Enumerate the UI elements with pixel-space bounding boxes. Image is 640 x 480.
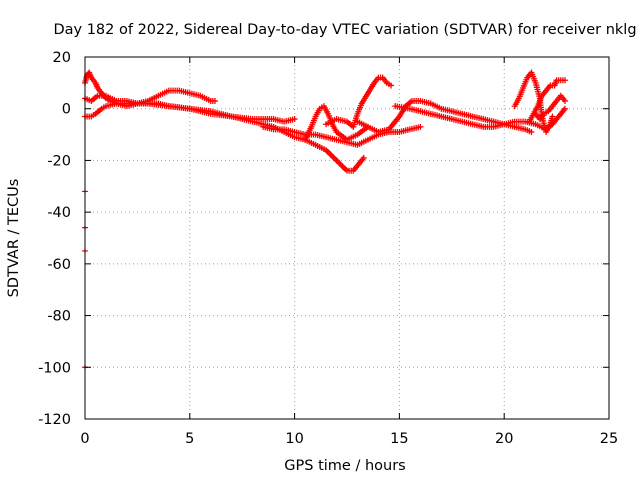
data-point — [561, 97, 568, 104]
grid-lines — [85, 57, 609, 419]
data-point — [291, 116, 298, 123]
y-tick-label: 0 — [62, 102, 71, 118]
series-trace-f — [323, 74, 395, 130]
y-axis-label: SDTVAR / TECUs — [6, 179, 22, 298]
y-tick-label: -80 — [47, 309, 71, 325]
x-tick-label: 0 — [80, 431, 89, 447]
y-tick-label: -100 — [38, 360, 71, 376]
y-tick-label: -120 — [38, 412, 71, 428]
y-tick-label: -40 — [47, 205, 71, 221]
y-tick-label: 20 — [53, 50, 71, 66]
axis-ticks: 0 5 10 15 20 25 20 0 -20 -40 -60 -80 -100 -120 — [38, 50, 618, 447]
y-tick-label: -20 — [47, 153, 71, 169]
data-point — [211, 97, 218, 104]
x-tick-label: 25 — [600, 431, 618, 447]
x-tick-label: 10 — [285, 431, 303, 447]
data-point — [549, 113, 556, 120]
data-point — [360, 154, 367, 161]
plot-frame — [84, 56, 610, 420]
data-point — [417, 123, 424, 130]
series-trace-k — [532, 92, 568, 123]
series-trace-h — [392, 103, 568, 133]
x-tick-label: 5 — [185, 431, 194, 447]
series-trace-j — [526, 77, 568, 125]
data-point — [388, 82, 395, 89]
data-point — [561, 77, 568, 84]
x-axis-label: GPS time / hours — [284, 458, 405, 474]
data-point — [528, 128, 535, 135]
series-trace-g — [354, 97, 535, 135]
chart-title: Day 182 of 2022, Sidereal Day-to-day VTE… — [53, 22, 636, 38]
series-trace-e — [302, 103, 371, 143]
x-tick-label: 20 — [495, 431, 513, 447]
series-trace-a — [82, 69, 218, 110]
x-tick-label: 15 — [390, 431, 408, 447]
y-tick-label: -60 — [47, 257, 71, 273]
series-trace-d — [260, 123, 424, 148]
data-point — [561, 105, 568, 112]
data-series — [82, 69, 568, 370]
